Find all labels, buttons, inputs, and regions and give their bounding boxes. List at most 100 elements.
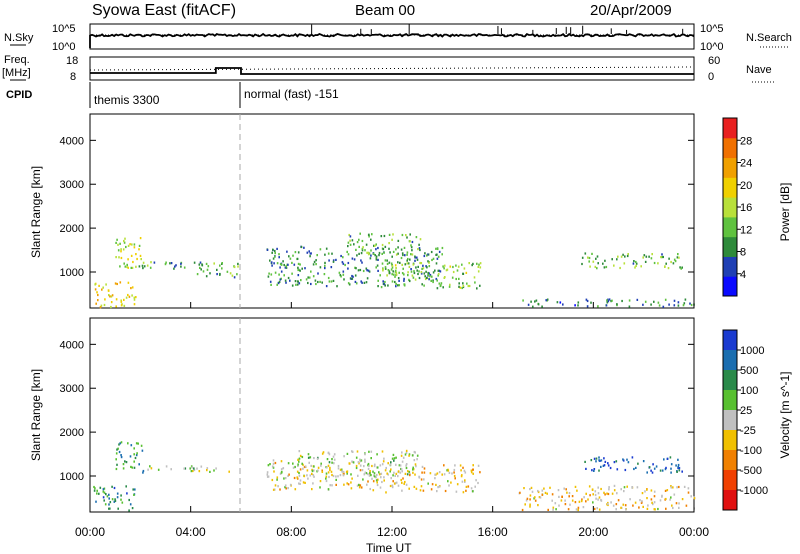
data-point: [296, 470, 299, 473]
data-point: [411, 253, 414, 256]
data-point: [664, 298, 667, 301]
data-point: [405, 483, 408, 486]
data-point: [311, 472, 313, 475]
data-point: [470, 471, 473, 474]
data-point: [646, 488, 648, 491]
data-point: [608, 486, 610, 489]
data-point: [424, 277, 427, 281]
data-point: [477, 270, 480, 273]
data-point: [125, 296, 128, 299]
data-point: [596, 267, 598, 270]
data-point: [679, 266, 681, 269]
data-point: [329, 484, 331, 487]
data-point: [411, 454, 414, 457]
data-point: [142, 471, 144, 474]
data-point: [431, 258, 433, 262]
data-point: [587, 498, 589, 501]
data-point: [327, 252, 330, 255]
data-point: [459, 286, 462, 289]
data-point: [395, 271, 398, 274]
data-point: [397, 246, 399, 249]
data-point: [591, 252, 593, 255]
data-point: [454, 477, 456, 480]
data-point: [215, 467, 217, 470]
data-point: [417, 265, 419, 268]
data-point: [303, 475, 306, 478]
data-point: [303, 465, 306, 469]
data-point: [461, 474, 463, 477]
data-point: [308, 250, 310, 253]
data-point: [356, 254, 358, 257]
data-point: [392, 270, 394, 273]
data-point: [371, 233, 373, 236]
plot-title: Syowa East (fitACF): [92, 2, 236, 19]
data-point: [442, 265, 444, 268]
data-point: [415, 266, 417, 269]
nsky-panel: N.Sky 10^5 10^0 N.Search 10^5 10^0: [4, 23, 792, 53]
data-point: [674, 260, 677, 263]
data-point: [279, 278, 282, 281]
data-point: [616, 258, 618, 261]
data-point: [394, 275, 396, 278]
data-point: [684, 298, 687, 301]
data-point: [279, 472, 282, 475]
data-point: [603, 457, 605, 460]
data-point: [403, 246, 406, 249]
power-panel: Slant Range [km] 1000 2000 3000 4000: [29, 113, 695, 309]
y-tick-label: 2000: [60, 223, 84, 235]
data-point: [568, 492, 571, 495]
data-point: [200, 268, 202, 271]
data-point: [673, 258, 676, 261]
data-point: [407, 257, 409, 261]
data-point: [297, 268, 299, 272]
data-point: [289, 483, 292, 486]
data-point: [361, 239, 364, 243]
data-point: [349, 239, 351, 242]
data-point: [379, 486, 382, 489]
data-point: [332, 259, 335, 262]
data-point: [678, 466, 681, 470]
data-point: [384, 259, 387, 262]
colorbar-segment: [723, 118, 737, 139]
data-point: [273, 488, 276, 491]
data-point: [687, 491, 690, 494]
data-point: [307, 477, 309, 480]
data-point: [477, 265, 480, 268]
data-point: [645, 255, 648, 258]
data-point: [131, 266, 134, 269]
data-point: [385, 466, 387, 470]
data-point: [278, 280, 281, 283]
data-point: [296, 257, 299, 260]
data-point: [397, 239, 400, 242]
data-point: [346, 470, 349, 473]
data-point: [367, 464, 369, 467]
data-point: [213, 262, 215, 265]
data-point: [313, 260, 316, 263]
data-point: [650, 469, 652, 472]
data-point: [347, 483, 350, 486]
data-point: [274, 255, 276, 258]
data-point: [354, 266, 356, 269]
data-point: [416, 269, 418, 272]
data-point: [673, 299, 676, 302]
data-point: [474, 281, 476, 284]
velocity-colorbar-fill: [722, 329, 738, 511]
data-point: [453, 471, 455, 474]
data-point: [430, 250, 433, 254]
data-point: [388, 270, 391, 273]
data-point: [139, 237, 142, 240]
data-point: [335, 483, 337, 486]
data-point: [357, 461, 360, 464]
data-point: [600, 487, 602, 491]
data-point: [338, 271, 341, 274]
data-point: [628, 299, 631, 302]
data-point: [409, 240, 411, 243]
data-point: [331, 484, 333, 487]
data-point: [283, 274, 285, 277]
data-point: [327, 471, 330, 474]
data-point: [607, 492, 610, 496]
data-point: [446, 469, 448, 472]
data-point: [624, 468, 627, 472]
data-point: [123, 241, 126, 244]
data-point: [561, 495, 563, 498]
